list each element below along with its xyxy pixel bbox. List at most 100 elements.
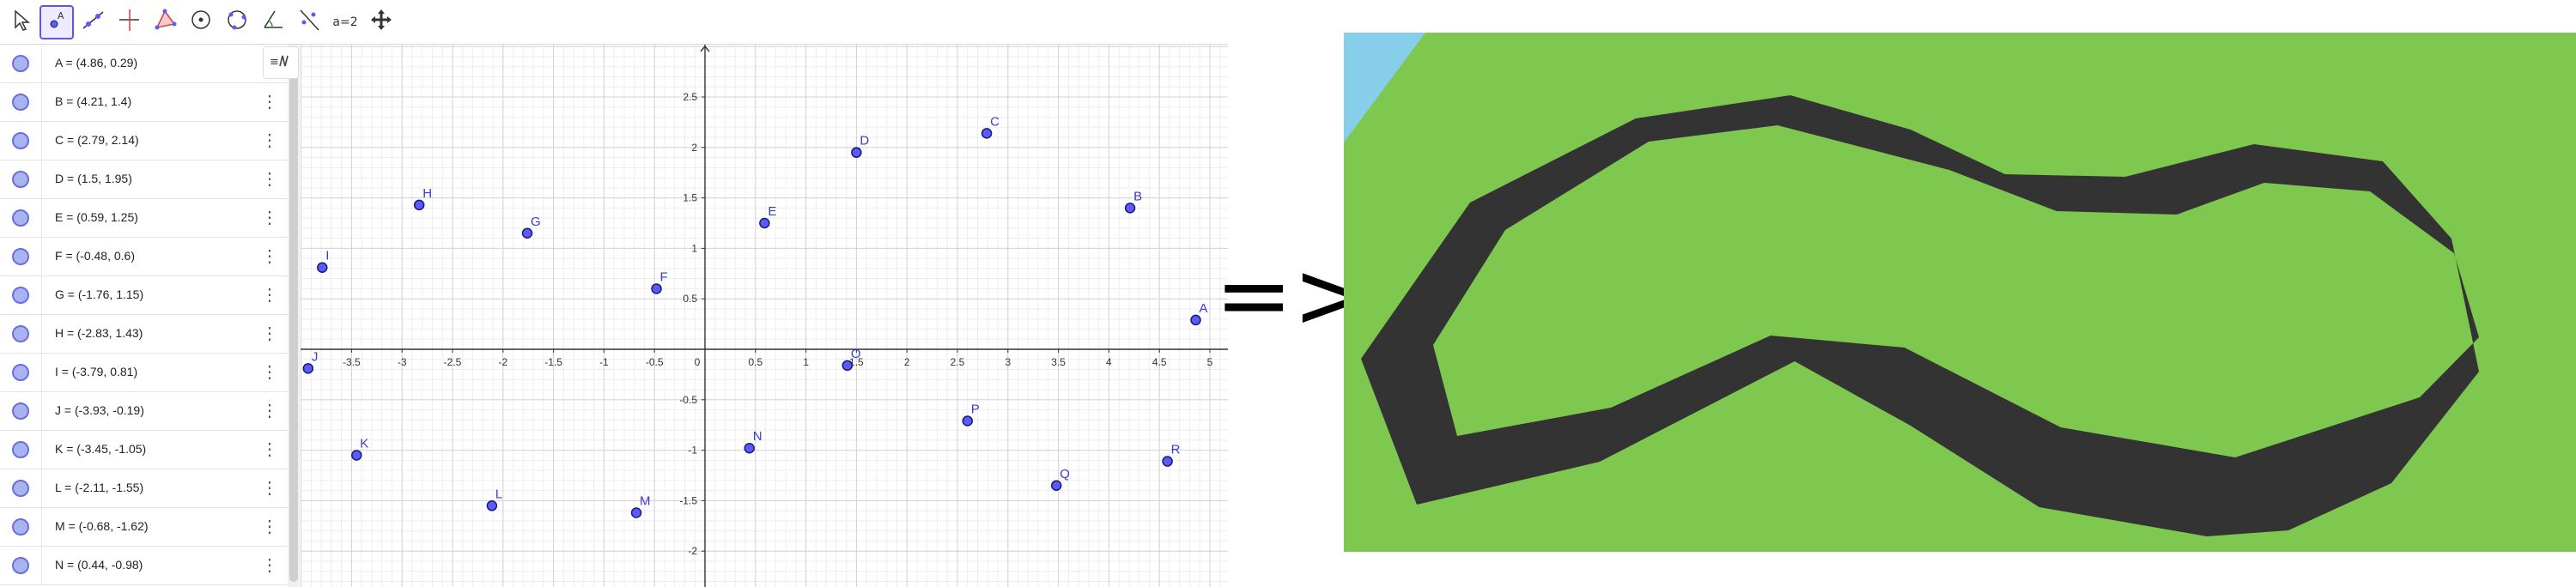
algebra-row[interactable]: N = (0.44, -0.98) ⋮ <box>0 547 288 585</box>
point-P[interactable] <box>962 415 974 427</box>
point-definition[interactable]: E = (0.59, 1.25) <box>55 210 138 224</box>
y-tick-label: 0.5 <box>683 293 697 305</box>
algebra-row[interactable]: K = (-3.45, -1.05) ⋮ <box>0 431 288 469</box>
move-view-icon <box>368 7 394 37</box>
more-options-icon[interactable]: ⋮ <box>261 286 278 305</box>
algebra-row[interactable]: H = (-2.83, 1.43) ⋮ <box>0 315 288 354</box>
more-options-icon[interactable]: ⋮ <box>261 517 278 536</box>
point-Q[interactable] <box>1050 480 1062 492</box>
more-options-icon[interactable]: ⋮ <box>261 93 278 112</box>
point-R[interactable] <box>1162 456 1173 467</box>
point-definition[interactable]: M = (-0.68, -1.62) <box>55 519 149 533</box>
point-definition[interactable]: A = (4.86, 0.29) <box>55 56 138 70</box>
point-K[interactable] <box>351 450 362 461</box>
point-definition[interactable]: D = (1.5, 1.95) <box>55 172 132 185</box>
visibility-toggle[interactable] <box>12 557 29 574</box>
row-divider <box>41 83 42 122</box>
visibility-toggle[interactable] <box>12 132 29 149</box>
point-label-E: E <box>768 204 776 219</box>
point-O[interactable] <box>841 360 854 372</box>
visibility-toggle[interactable] <box>12 325 29 342</box>
visibility-toggle[interactable] <box>12 441 29 458</box>
point-L[interactable] <box>486 500 498 511</box>
graphics-view[interactable]: -3.5 -3 -2.5 -2 -1.5 -1 -0.5 0 0.5 1 1.5 2 2.5 3 3.5 4 4… <box>301 45 1228 587</box>
point-D[interactable] <box>851 147 862 158</box>
visibility-toggle[interactable] <box>12 209 29 227</box>
point-G[interactable] <box>521 227 533 239</box>
point-J[interactable] <box>302 363 314 374</box>
row-divider <box>41 160 42 199</box>
point-N[interactable] <box>744 442 755 454</box>
point-F[interactable] <box>651 283 662 294</box>
visibility-toggle[interactable] <box>12 248 29 265</box>
visibility-toggle[interactable] <box>12 94 29 111</box>
row-divider <box>41 122 42 160</box>
more-options-icon[interactable]: ⋮ <box>261 170 278 189</box>
visibility-toggle[interactable] <box>12 287 29 304</box>
move-tool-button[interactable] <box>3 5 38 39</box>
algebra-row[interactable]: L = (-2.11, -1.55) ⋮ <box>0 469 288 508</box>
more-options-icon[interactable]: ⋮ <box>261 209 278 227</box>
algebra-row[interactable]: A = (4.86, 0.29) <box>0 45 288 83</box>
x-tick-label: 1.5 <box>849 356 864 368</box>
more-options-icon[interactable]: ⋮ <box>261 440 278 459</box>
point-definition[interactable]: F = (-0.48, 0.6) <box>55 249 135 263</box>
point-A[interactable] <box>1190 314 1201 326</box>
point-tool-button[interactable]: A <box>39 4 74 39</box>
point-M[interactable] <box>630 507 642 518</box>
visibility-toggle[interactable] <box>12 55 29 72</box>
row-divider <box>41 392 42 431</box>
point-C[interactable] <box>981 128 993 139</box>
polygon-tool-button[interactable] <box>148 5 182 39</box>
point-definition[interactable]: I = (-3.79, 0.81) <box>55 365 138 378</box>
point-H[interactable] <box>413 199 425 211</box>
point-definition[interactable]: L = (-2.11, -1.55) <box>55 481 144 494</box>
point-definition[interactable]: B = (4.21, 1.4) <box>55 94 132 108</box>
perpendicular-tool-button[interactable] <box>112 5 146 39</box>
algebra-row[interactable]: M = (-0.68, -1.62) ⋮ <box>0 508 288 547</box>
algebra-row[interactable]: E = (0.59, 1.25) ⋮ <box>0 199 288 238</box>
more-options-icon[interactable]: ⋮ <box>261 556 278 575</box>
point-definition[interactable]: G = (-1.76, 1.15) <box>55 287 144 301</box>
x-tick-label: 5 <box>1207 356 1213 368</box>
more-options-icon[interactable]: ⋮ <box>261 363 278 382</box>
algebra-view: A = (4.86, 0.29) B = (4.21, 1.4) ⋮ C = (2.7… <box>0 45 289 587</box>
more-options-icon[interactable]: ⋮ <box>261 324 278 343</box>
circle-3points-tool-button[interactable] <box>220 5 254 39</box>
line-tool-button[interactable] <box>76 5 110 39</box>
y-tick-label: 1 <box>691 242 697 254</box>
point-B[interactable] <box>1124 203 1136 214</box>
point-E[interactable] <box>759 217 770 229</box>
angle-tool-button[interactable] <box>256 5 290 39</box>
reflect-tool-button[interactable] <box>292 5 326 39</box>
algebra-style-button[interactable]: ≡ <box>263 46 299 79</box>
algebra-row[interactable]: C = (2.79, 2.14) ⋮ <box>0 122 288 160</box>
visibility-toggle[interactable] <box>12 518 29 536</box>
visibility-toggle[interactable] <box>12 480 29 497</box>
algebra-row[interactable]: F = (-0.48, 0.6) ⋮ <box>0 238 288 276</box>
algebra-scrollbar[interactable] <box>288 45 300 587</box>
more-options-icon[interactable]: ⋮ <box>261 479 278 498</box>
visibility-toggle[interactable] <box>12 171 29 188</box>
algebra-row[interactable]: I = (-3.79, 0.81) ⋮ <box>0 354 288 392</box>
point-I[interactable] <box>317 262 328 273</box>
visibility-toggle[interactable] <box>12 402 29 420</box>
move-graphics-tool-button[interactable] <box>364 5 398 39</box>
point-definition[interactable]: N = (0.44, -0.98) <box>55 558 143 572</box>
algebra-row[interactable]: J = (-3.93, -0.19) ⋮ <box>0 392 288 431</box>
more-options-icon[interactable]: ⋮ <box>261 247 278 266</box>
slider-tool-button[interactable]: a=2 <box>328 5 362 39</box>
point-definition[interactable]: H = (-2.83, 1.43) <box>55 326 143 340</box>
circle-tool-button[interactable] <box>184 5 218 39</box>
point-definition[interactable]: C = (2.79, 2.14) <box>55 133 139 147</box>
visibility-toggle[interactable] <box>12 364 29 381</box>
algebra-row[interactable]: B = (4.21, 1.4) ⋮ <box>0 83 288 122</box>
point-definition[interactable]: K = (-3.45, -1.05) <box>55 442 147 456</box>
more-options-icon[interactable]: ⋮ <box>261 402 278 421</box>
point-definition[interactable]: J = (-3.93, -0.19) <box>55 403 144 417</box>
scrollbar-thumb[interactable] <box>289 50 298 582</box>
algebra-row[interactable]: G = (-1.76, 1.15) ⋮ <box>0 276 288 315</box>
more-options-icon[interactable]: ⋮ <box>261 131 278 150</box>
algebra-row[interactable]: D = (1.5, 1.95) ⋮ <box>0 160 288 199</box>
row-divider <box>41 238 42 276</box>
